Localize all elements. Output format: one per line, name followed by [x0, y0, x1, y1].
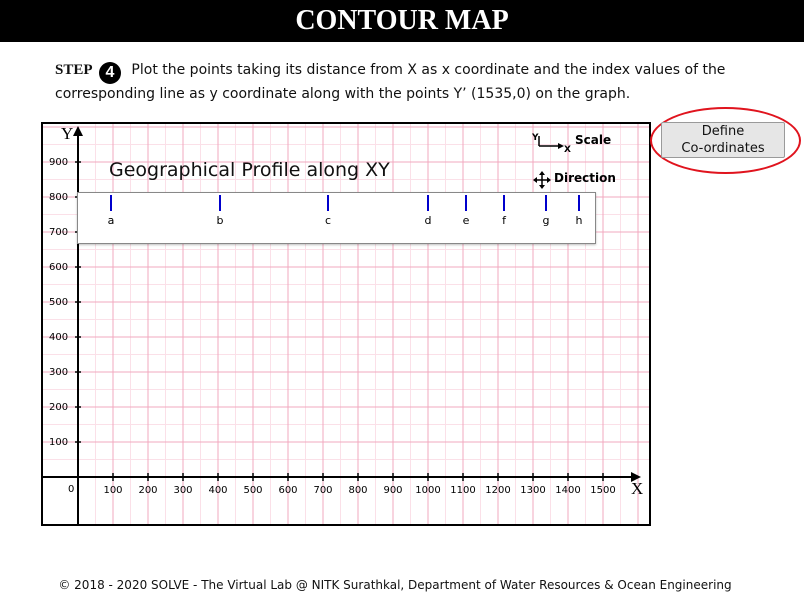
profile-point-label: b [217, 214, 224, 227]
x-tick-label: 1500 [590, 485, 615, 496]
step-number-badge: 4 [98, 62, 121, 84]
x-tick-label: 600 [278, 485, 297, 496]
x-tick-label: 100 [103, 485, 122, 496]
y-axis-label: Y [61, 124, 73, 143]
profile-point-label: d [425, 214, 432, 227]
y-tick-label: 200 [49, 402, 68, 413]
profile-title: Geographical Profile along XY [109, 159, 390, 181]
x-tick-label: 1100 [450, 485, 475, 496]
y-tick-label: 400 [49, 332, 68, 343]
x-axis-arrow-icon [631, 472, 641, 482]
instruction: STEP 4 Plot the points taking its distan… [55, 60, 755, 105]
step-label: STEP [55, 62, 93, 78]
y-tick-label: 500 [49, 297, 68, 308]
profile-strip: a b c d e f g h [77, 192, 596, 244]
graph-grid[interactable]: Y X 0 900 800 700 600 500 400 300 200 100 100 200 300 4… [43, 124, 649, 524]
y-tick-label: 800 [49, 192, 68, 203]
y-axis-arrow-icon [73, 126, 83, 136]
define-button-line: Define [701, 124, 745, 139]
footer-copyright: © 2018 - 2020 SOLVE - The Virtual Lab @ … [58, 578, 732, 592]
y-tick-label: 700 [49, 227, 68, 238]
y-tick-label: 100 [49, 437, 68, 448]
profile-point-label: g [543, 214, 550, 227]
highlight-oval [650, 107, 801, 174]
define-coordinates-button[interactable]: Define Co-ordinates [661, 122, 785, 158]
page-title: CONTOUR MAP [0, 0, 804, 42]
instruction-text: Plot the points taking its distance from… [55, 62, 726, 102]
x-tick-label: 200 [138, 485, 157, 496]
scale-label[interactable]: Scale [575, 133, 612, 147]
profile-points: a b c d e f g h [108, 195, 583, 227]
profile-point-label: a [108, 214, 115, 227]
profile-point-label: c [325, 214, 331, 227]
graph-canvas[interactable]: Y X 0 900 800 700 600 500 400 300 200 100 100 200 300 4… [41, 122, 651, 526]
x-tick-label: 1000 [415, 485, 440, 496]
move-arrows-icon [533, 171, 551, 189]
x-tick-label: 900 [383, 485, 402, 496]
direction-control[interactable]: Direction [530, 170, 630, 190]
y-tick-label: 600 [49, 262, 68, 273]
direction-label[interactable]: Direction [554, 171, 616, 185]
x-tick-label: 300 [173, 485, 192, 496]
x-axis-label: X [631, 479, 643, 498]
x-tick-label: 500 [243, 485, 262, 496]
x-tick-label: 400 [208, 485, 227, 496]
scale-axes-icon: Y X [531, 133, 571, 154]
x-tick-label: 800 [348, 485, 367, 496]
scale-x-letter: X [564, 145, 571, 154]
y-tick-label: 300 [49, 367, 68, 378]
profile-point-label: e [463, 214, 470, 227]
origin-label: 0 [68, 484, 74, 495]
x-tick-label: 1200 [485, 485, 510, 496]
scale-control[interactable]: Y X Scale [530, 130, 620, 154]
profile-point-label: f [502, 214, 507, 227]
x-tick-label: 1300 [520, 485, 545, 496]
profile-point-label: h [576, 214, 583, 227]
x-tick-label: 700 [313, 485, 332, 496]
scale-y-letter: Y [531, 133, 539, 143]
x-tick-label: 1400 [555, 485, 580, 496]
y-tick-label: 900 [49, 157, 68, 168]
define-button-line: Co-ordinates [681, 141, 765, 156]
